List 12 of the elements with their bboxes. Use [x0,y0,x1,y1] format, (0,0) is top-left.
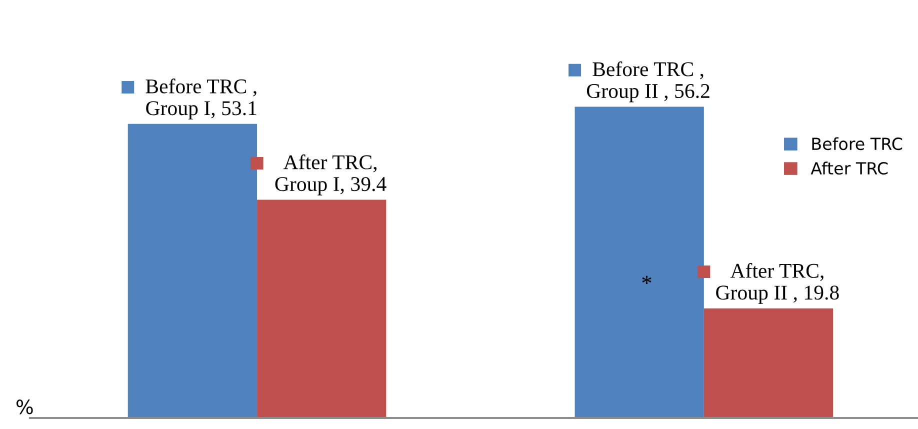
bar [128,124,258,418]
bar [257,200,386,418]
legend-label: Before TRC [812,137,902,150]
data-label: After TRC, Group II , 19.8 [716,263,839,304]
bar [574,106,704,418]
y-axis-title: % [16,400,33,414]
data-label: After TRC, Group I, 39.4 [275,154,386,196]
legend-label: After TRC [810,162,888,175]
data-label: Before TRC , Group I, 53.1 [146,78,256,120]
bar [704,308,834,418]
data-label: Before TRC , Group II , 56.2 [586,61,710,102]
annotation: * [642,276,652,284]
